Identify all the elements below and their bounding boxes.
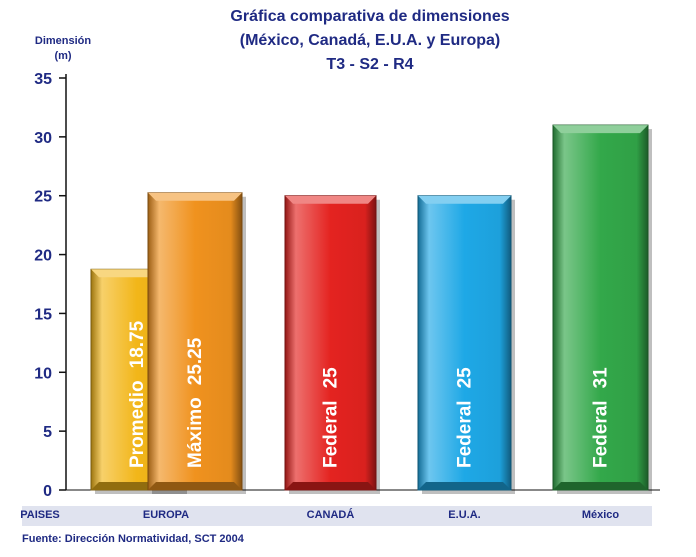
chart-title-line3: T3 - S2 - R4 (326, 56, 414, 73)
y-tick-label: 25 (34, 189, 52, 206)
bar-category-label: Promedio (127, 380, 148, 468)
bar-category-label: Federal (591, 400, 612, 468)
bar-value-label: 31 (591, 367, 612, 389)
bar (552, 124, 649, 491)
chart-title-line1: Gráfica comparativa de dimensiones (230, 8, 510, 25)
bar-value-label: 18.75 (127, 320, 148, 368)
bar-label: Promedio 18.75 (127, 320, 148, 468)
bar-category-label: Máximo (185, 397, 206, 468)
x-axis-band (22, 506, 652, 526)
y-tick-label: 30 (34, 130, 52, 147)
bar-value-label: 25 (321, 367, 342, 389)
bar-label: Federal 25 (455, 367, 476, 468)
source-note: Fuente: Dirección Normatividad, SCT 2004 (22, 533, 244, 545)
bar-value-label: 25 (455, 367, 476, 389)
y-tick-label: 5 (43, 424, 52, 441)
x-category-label: México (581, 509, 620, 521)
x-category-label: CANADÁ (306, 509, 355, 521)
x-category-label: E.U.A. (448, 509, 481, 521)
bar-label: Federal 25 (321, 367, 342, 468)
y-tick-label: 10 (34, 365, 52, 382)
y-tick-label: 15 (34, 306, 52, 323)
bar-europa-m-ximo (147, 192, 246, 494)
bar-bevel-bottom (553, 482, 648, 490)
bar-chart: 0 5 10 15 20 25 30 35 Promedio 18.75 Máximo 25.25 Fe… (34, 71, 660, 500)
bar-category-label: Federal (455, 400, 476, 468)
bar-m-xico-federal (552, 124, 652, 495)
bar-label: Federal 31 (591, 367, 612, 468)
bar-bevel-bottom (285, 482, 376, 490)
bar-bevel-bottom (418, 482, 511, 490)
bar (284, 195, 377, 491)
y-axis-label: Dimensión (m) (28, 34, 98, 64)
y-axis-label-line1: Dimensión (34, 35, 92, 47)
bar-label: Máximo 25.25 (185, 337, 206, 468)
bar-bevel-top (418, 195, 511, 204)
bar-bevel-bottom (148, 482, 242, 490)
bar-value-label: 25.25 (185, 337, 206, 385)
bar-bevel-top (148, 192, 242, 201)
bar-bevel-top (285, 195, 376, 204)
x-category-label: EUROPA (142, 509, 190, 521)
x-axis-header: PAISES (20, 509, 60, 521)
bar (417, 195, 512, 491)
bar-e-u-a--federal (417, 195, 515, 494)
y-axis-label-line2: (m) (54, 50, 72, 62)
bar-bevel-top (553, 125, 648, 134)
y-tick-label: 0 (43, 483, 52, 500)
bar-category-label: Federal (321, 400, 342, 468)
y-tick-label: 35 (34, 71, 52, 88)
chart-title-line2: (México, Canadá, E.U.A. y Europa) (239, 32, 501, 49)
bar-canad--federal (284, 195, 380, 494)
y-tick-label: 20 (34, 248, 52, 265)
